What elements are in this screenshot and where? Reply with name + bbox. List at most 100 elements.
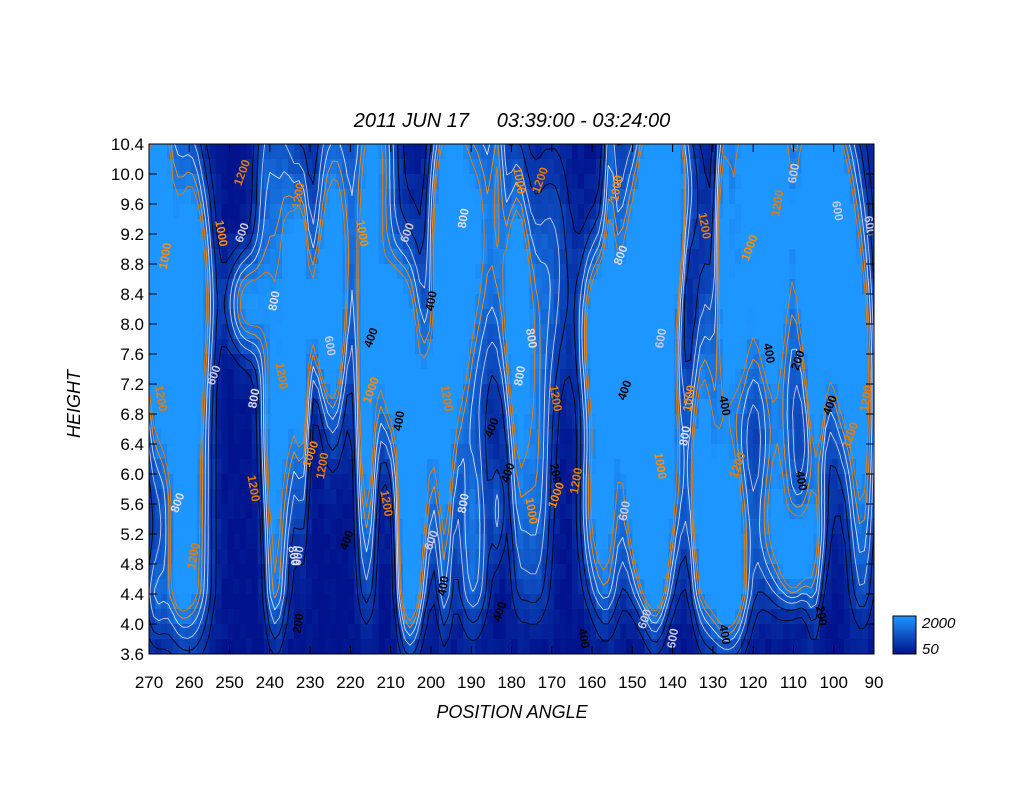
- heatmap-cell: [233, 369, 241, 385]
- heatmap-cell: [753, 204, 760, 220]
- heatmap-cell: [300, 144, 307, 160]
- contour-label: 600: [785, 162, 802, 184]
- heatmap-cell: [710, 444, 718, 460]
- heatmap-cell: [511, 489, 519, 505]
- heatmap-cell: [529, 429, 537, 445]
- heatmap-cell: [318, 399, 325, 415]
- heatmap-cell: [795, 624, 803, 640]
- heatmap-cell: [179, 294, 186, 310]
- heatmap-cell: [330, 204, 337, 220]
- heatmap-cell: [312, 594, 319, 610]
- heatmap-cell: [577, 384, 585, 400]
- heatmap-cell: [867, 189, 874, 205]
- heatmap-cell: [735, 624, 742, 640]
- heatmap-cell: [408, 204, 416, 220]
- heatmap-cell: [469, 609, 476, 625]
- heatmap-cell: [608, 174, 615, 190]
- heatmap-cell: [402, 339, 410, 355]
- heatmap-cell: [867, 219, 874, 235]
- heatmap-cell: [294, 219, 301, 235]
- heatmap-cell: [215, 444, 223, 460]
- heatmap-cell: [215, 204, 223, 220]
- heatmap-cell: [161, 249, 168, 265]
- heatmap-cell: [620, 504, 627, 520]
- heatmap-cell: [360, 249, 368, 265]
- heatmap-cell: [698, 174, 706, 190]
- heatmap-cell: [366, 249, 374, 265]
- heatmap-cell: [318, 549, 325, 565]
- heatmap-cell: [511, 234, 519, 250]
- heatmap-cell: [275, 369, 283, 385]
- heatmap-cell: [215, 309, 223, 325]
- heatmap-cell: [517, 594, 525, 610]
- heatmap-cell: [559, 564, 567, 580]
- heatmap-cell: [233, 489, 241, 505]
- heatmap-cell: [245, 294, 253, 310]
- contour-label: 800: [511, 364, 528, 386]
- heatmap-cell: [571, 144, 579, 160]
- heatmap-cell: [614, 324, 621, 340]
- heatmap-cell: [692, 579, 700, 595]
- heatmap-cell: [710, 489, 718, 505]
- heatmap-cell: [656, 279, 664, 295]
- heatmap-cell: [439, 489, 446, 505]
- heatmap-cell: [511, 279, 519, 295]
- heatmap-cell: [324, 219, 331, 235]
- heatmap-cell: [759, 624, 766, 640]
- heatmap-cell: [451, 624, 458, 640]
- heatmap-cell: [849, 459, 857, 475]
- heatmap-cell: [402, 294, 410, 310]
- heatmap-cell: [239, 579, 247, 595]
- heatmap-cell: [722, 504, 730, 520]
- heatmap-cell: [590, 639, 597, 654]
- heatmap-cell: [529, 189, 537, 205]
- heatmap-cell: [493, 609, 501, 625]
- heatmap-cell: [680, 504, 688, 520]
- heatmap-cell: [541, 354, 549, 370]
- contour-label: 600: [421, 528, 441, 552]
- heatmap-cell: [722, 429, 730, 445]
- heatmap-cell: [795, 294, 803, 310]
- heatmap-cell: [402, 534, 410, 550]
- heatmap-cell: [505, 609, 513, 625]
- heatmap-cell: [620, 354, 627, 370]
- heatmap-cell: [819, 174, 827, 190]
- contour-label: 200: [813, 605, 830, 627]
- heatmap-cell: [384, 204, 392, 220]
- heatmap-cell: [372, 249, 380, 265]
- heatmap-cell: [668, 309, 676, 325]
- heatmap-cell: [777, 189, 784, 205]
- heatmap-cell: [517, 639, 525, 654]
- heatmap-cell: [825, 174, 833, 190]
- heatmap-cell: [529, 474, 537, 490]
- heatmap-cell: [692, 444, 700, 460]
- heatmap-cell: [275, 444, 283, 460]
- heatmap-cell: [747, 354, 754, 370]
- heatmap-cell: [378, 639, 386, 654]
- heatmap-cell: [729, 219, 736, 235]
- heatmap-cell: [523, 504, 531, 520]
- heatmap-cell: [227, 519, 235, 535]
- heatmap-cell: [149, 474, 156, 490]
- heatmap-cell: [722, 159, 730, 175]
- heatmap-cell: [269, 444, 277, 460]
- heatmap-cell: [741, 459, 748, 475]
- heatmap-cell: [167, 354, 174, 370]
- heatmap-cell: [565, 294, 573, 310]
- heatmap-cell: [493, 459, 501, 475]
- heatmap-cell: [547, 354, 555, 370]
- heatmap-cell: [330, 369, 337, 385]
- heatmap-cell: [420, 249, 428, 265]
- heatmap-cell: [759, 294, 766, 310]
- heatmap-cell: [209, 204, 217, 220]
- heatmap-cell: [281, 159, 289, 175]
- heatmap-cell: [426, 639, 434, 654]
- heatmap-cell: [783, 624, 791, 640]
- heatmap-cell: [185, 159, 192, 175]
- heatmap-cell: [402, 594, 410, 610]
- heatmap-cell: [505, 159, 513, 175]
- heatmap-cell: [481, 594, 488, 610]
- heatmap-cell: [517, 609, 525, 625]
- heatmap-cell: [825, 249, 833, 265]
- heatmap-cell: [529, 369, 537, 385]
